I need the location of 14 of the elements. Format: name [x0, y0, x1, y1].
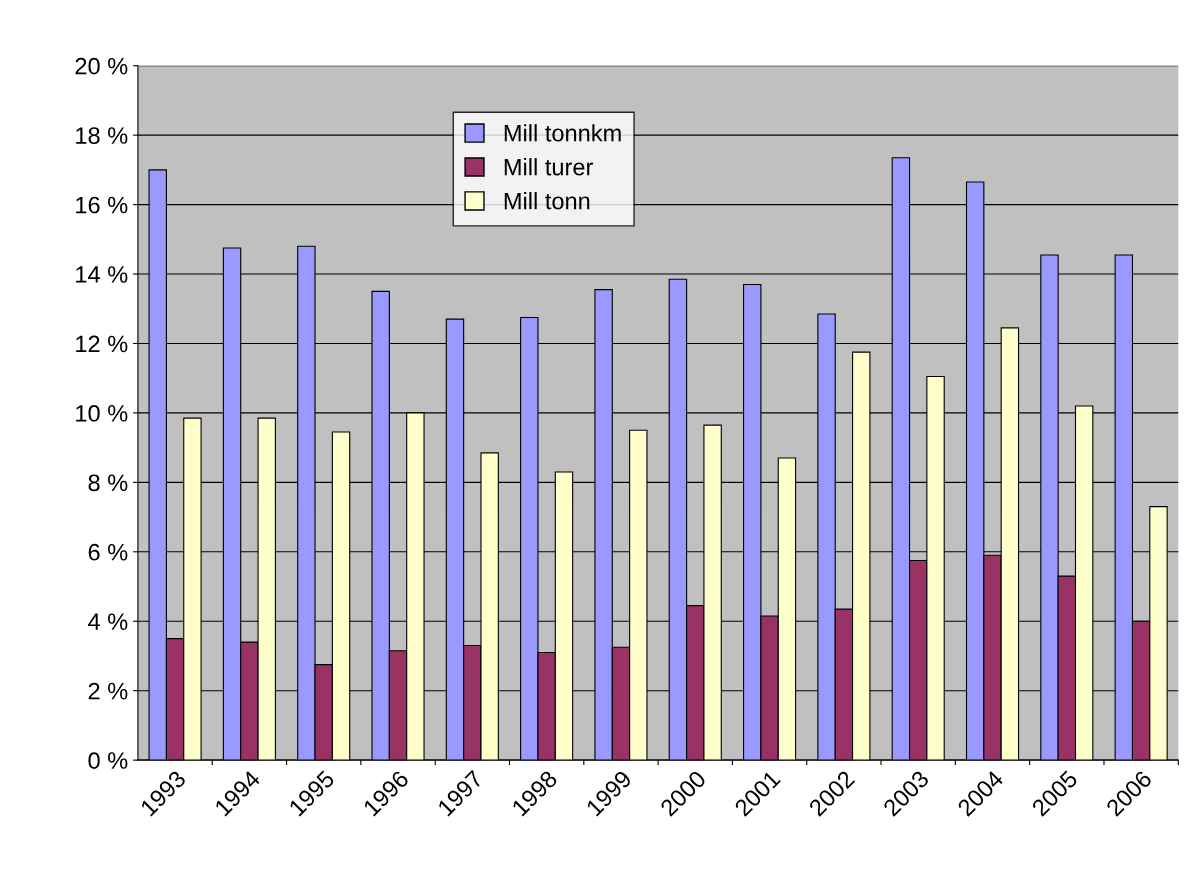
legend-label: Mill tonn [504, 192, 590, 210]
legend-label: Mill turer [504, 158, 593, 176]
y-tick-label: 6 % [88, 543, 128, 561]
y-tick-label: 20 % [75, 57, 128, 75]
y-tick-label: 16 % [76, 196, 128, 214]
y-tick-label: 2 % [88, 682, 128, 700]
y-tick-label: 4 % [88, 613, 128, 630]
y-tick-label: 12 % [76, 335, 128, 353]
y-tick-label: 0 % [88, 752, 128, 769]
y-tick-label: 10 % [76, 404, 128, 422]
y-tick-label: 18 % [76, 127, 128, 144]
y-tick-label: 8 % [88, 474, 128, 492]
y-tick-label: 14 % [76, 266, 128, 283]
legend-label: Mill tonnkm [504, 124, 621, 142]
